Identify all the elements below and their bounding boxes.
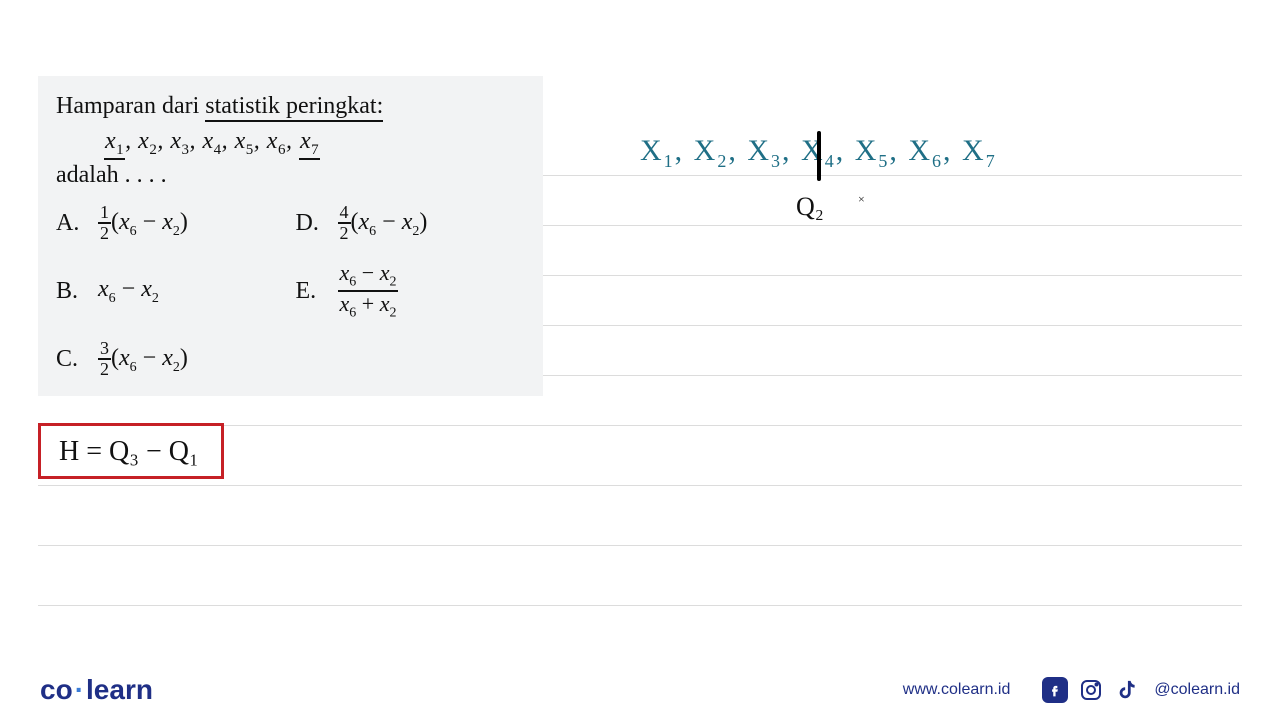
footer-bar: co·learn www.colearn.id @colearn.id bbox=[0, 660, 1280, 720]
option-a: A. 1 2 (x6 − x2) bbox=[56, 203, 286, 243]
option-letter: B. bbox=[56, 278, 82, 305]
series-x4: x4 bbox=[202, 128, 221, 154]
tiktok-icon[interactable] bbox=[1114, 677, 1140, 703]
fraction: 3 2 bbox=[98, 339, 111, 379]
site-url[interactable]: www.colearn.id bbox=[903, 681, 1011, 699]
option-expr: 3 2 (x6 − x2) bbox=[98, 339, 188, 379]
series-x2: x2 bbox=[138, 128, 157, 154]
option-expr: 4 2 (x6 − x2) bbox=[338, 203, 428, 243]
series-x3: x3 bbox=[170, 128, 189, 154]
expr-body: (x6 − x2) bbox=[351, 209, 428, 235]
option-d: D. 4 2 (x6 − x2) bbox=[296, 203, 526, 243]
fraction: 1 2 bbox=[98, 203, 111, 243]
frac-den: x6 + x2 bbox=[338, 292, 399, 321]
expr-body: (x6 − x2) bbox=[111, 345, 188, 371]
series-x6: x6 bbox=[267, 128, 286, 154]
option-b: B. x6 − x2 bbox=[56, 261, 286, 321]
social-handle[interactable]: @colearn.id bbox=[1154, 681, 1240, 699]
prompt-pre: Hamparan dari bbox=[56, 93, 205, 119]
expr-body: (x6 − x2) bbox=[111, 209, 188, 235]
work-area: X1, X2, X3, X4, X5, X6, X7 Q₂ × bbox=[640, 134, 1250, 354]
question-prompt: Hamparan dari statistik peringkat: bbox=[56, 90, 525, 124]
option-letter: E. bbox=[296, 278, 322, 305]
logo-dot-icon: · bbox=[73, 674, 86, 705]
options-grid: A. 1 2 (x6 − x2) D. 4 2 (x6 − x2) bbox=[56, 203, 525, 379]
fraction: 4 2 bbox=[338, 203, 351, 243]
series-x1: x1 bbox=[104, 128, 125, 161]
handwritten-series: X1, X2, X3, X4, X5, X6, X7 bbox=[640, 134, 1250, 172]
formula-box: H = Q₃ − Q₁ bbox=[38, 423, 224, 479]
option-letter: D. bbox=[296, 210, 322, 237]
question-series: x1, x2, x3, x4, x5, x6, x7 bbox=[104, 128, 525, 161]
series-x5: x5 bbox=[235, 128, 254, 154]
frac-den: 2 bbox=[338, 224, 351, 243]
prompt-underlined: statistik peringkat: bbox=[205, 93, 383, 122]
question-panel: Hamparan dari statistik peringkat: x1, x… bbox=[38, 76, 543, 396]
tiny-mark: × bbox=[858, 192, 865, 207]
logo-co: co bbox=[40, 674, 73, 705]
option-letter: A. bbox=[56, 210, 82, 237]
median-divider-mark bbox=[817, 131, 821, 181]
frac-den: 2 bbox=[98, 360, 111, 379]
series-x7: x7 bbox=[299, 128, 320, 161]
fraction: x6 − x2 x6 + x2 bbox=[338, 261, 399, 321]
facebook-icon[interactable] bbox=[1042, 677, 1068, 703]
rule-line bbox=[38, 545, 1242, 546]
frac-den: 2 bbox=[98, 224, 111, 243]
q2-label: Q₂ bbox=[796, 192, 824, 222]
option-e: E. x6 − x2 x6 + x2 bbox=[296, 261, 526, 321]
option-expr: x6 − x2 bbox=[98, 276, 159, 307]
option-expr: x6 − x2 x6 + x2 bbox=[338, 261, 399, 321]
frac-num: 3 bbox=[98, 339, 111, 360]
logo-learn: learn bbox=[86, 674, 153, 705]
option-expr: 1 2 (x6 − x2) bbox=[98, 203, 188, 243]
frac-num: x6 − x2 bbox=[338, 261, 399, 292]
formula-text: H = Q₃ − Q₁ bbox=[59, 436, 199, 467]
rule-line bbox=[38, 485, 1242, 486]
frac-num: 4 bbox=[338, 203, 351, 224]
social-links: @colearn.id bbox=[1042, 677, 1240, 703]
rule-line bbox=[38, 605, 1242, 606]
page-root: Hamparan dari statistik peringkat: x1, x… bbox=[0, 0, 1280, 720]
frac-num: 1 bbox=[98, 203, 111, 224]
instagram-icon[interactable] bbox=[1078, 677, 1104, 703]
option-c: C. 3 2 (x6 − x2) bbox=[56, 339, 286, 379]
brand-logo: co·learn bbox=[40, 674, 153, 706]
question-adalah: adalah . . . . bbox=[56, 162, 525, 189]
option-letter: C. bbox=[56, 346, 82, 373]
